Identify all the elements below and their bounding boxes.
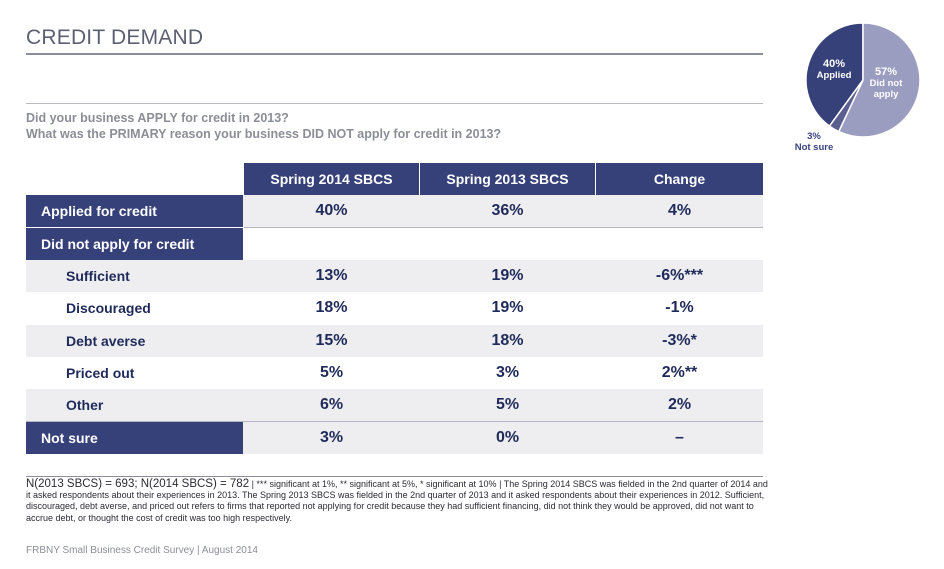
row-label: Applied for credit xyxy=(26,195,243,227)
cell-2014: 13% xyxy=(315,267,348,284)
table-row-priced-out: Priced out 5% 3% 2%** xyxy=(26,357,763,389)
cell-2013: 19% xyxy=(491,299,524,316)
pie-slice-applied xyxy=(805,22,864,128)
pie-slice-not-sure xyxy=(828,79,864,133)
question-2: What was the PRIMARY reason your busines… xyxy=(26,127,502,141)
pie-slice-not-applied xyxy=(837,22,921,138)
cell-2013: 19% xyxy=(491,267,524,284)
pie-label-not-applied: 57% Did not apply xyxy=(858,66,914,101)
row-label: Discouraged xyxy=(66,300,151,316)
header-spring-2013: Spring 2013 SBCS xyxy=(420,163,595,195)
cell-2014: 18% xyxy=(315,299,348,316)
sample-size-note: N(2013 SBCS) = 693; N(2014 SBCS) = 782 xyxy=(26,478,250,490)
significance-note: | *** significant at 1%, ** significant … xyxy=(26,479,768,523)
note-divider xyxy=(26,476,763,477)
header-change: Change xyxy=(596,163,763,195)
header-spring-2014: Spring 2014 SBCS xyxy=(244,163,419,195)
row-divider xyxy=(26,421,763,422)
cell-2014: 40% xyxy=(315,202,348,219)
cell-2014: 3% xyxy=(319,429,344,446)
table-row-sufficient: Sufficient 13% 19% -6%*** xyxy=(26,260,763,292)
cell-2013: 5% xyxy=(495,396,520,413)
table-row-not-sure: Not sure 3% 0% – xyxy=(26,422,763,454)
cell-change: -6%*** xyxy=(655,267,704,284)
row-label: Sufficient xyxy=(66,268,130,284)
cell-2013: 36% xyxy=(491,202,524,219)
cell-change: 2% xyxy=(667,396,692,413)
pie-applied-pct: 40% xyxy=(822,58,846,70)
table-row-other: Other 6% 5% 2% xyxy=(26,389,763,421)
row-label: Other xyxy=(66,397,104,413)
pie-not-applied-text-2: apply xyxy=(873,89,899,100)
pie-not-sure-pct: 3% xyxy=(807,131,821,142)
cell-change: 2%** xyxy=(661,364,698,381)
pie-applied-text: Applied xyxy=(816,70,852,81)
cell-change: – xyxy=(675,429,684,446)
row-label: Not sure xyxy=(26,422,243,454)
table-row-debt-averse: Debt averse 15% 18% -3%* xyxy=(26,325,763,357)
table-row-discouraged: Discouraged 18% 19% -1% xyxy=(26,292,763,324)
source-footer: FRBNY Small Business Credit Survey | Aug… xyxy=(26,545,258,556)
pie-not-applied-pct: 57% xyxy=(874,66,898,78)
cell-change: -1% xyxy=(665,299,694,316)
footnote: N(2013 SBCS) = 693; N(2014 SBCS) = 782 |… xyxy=(26,478,771,524)
row-label: Priced out xyxy=(66,365,135,381)
pie-chart xyxy=(805,22,921,138)
pie-label-not-sure: 3% Not sure xyxy=(788,131,840,153)
question-divider xyxy=(26,103,763,104)
pie-not-sure-text: Not sure xyxy=(794,142,834,153)
cell-2013: 0% xyxy=(495,429,520,446)
question-1: Did your business APPLY for credit in 20… xyxy=(26,111,289,125)
table-row-applied: Applied for credit 40% 36% 4% xyxy=(26,195,763,227)
cell-2014: 6% xyxy=(319,396,344,413)
cell-2013: 3% xyxy=(495,364,520,381)
cell-2014: 5% xyxy=(319,364,344,381)
page-title: CREDIT DEMAND xyxy=(26,26,204,49)
table-row-did-not-apply: Did not apply for credit xyxy=(26,228,763,260)
row-label: Debt averse xyxy=(66,333,146,349)
pie-not-applied-text-1: Did not xyxy=(869,78,903,89)
cell-change: -3%* xyxy=(662,332,697,349)
row-divider xyxy=(244,227,763,228)
pie-label-applied: 40% Applied xyxy=(812,58,856,82)
cell-change: 4% xyxy=(667,202,692,219)
cell-2013: 18% xyxy=(491,332,524,349)
row-label: Did not apply for credit xyxy=(26,228,243,260)
title-divider xyxy=(26,53,763,55)
cell-2014: 15% xyxy=(315,332,348,349)
